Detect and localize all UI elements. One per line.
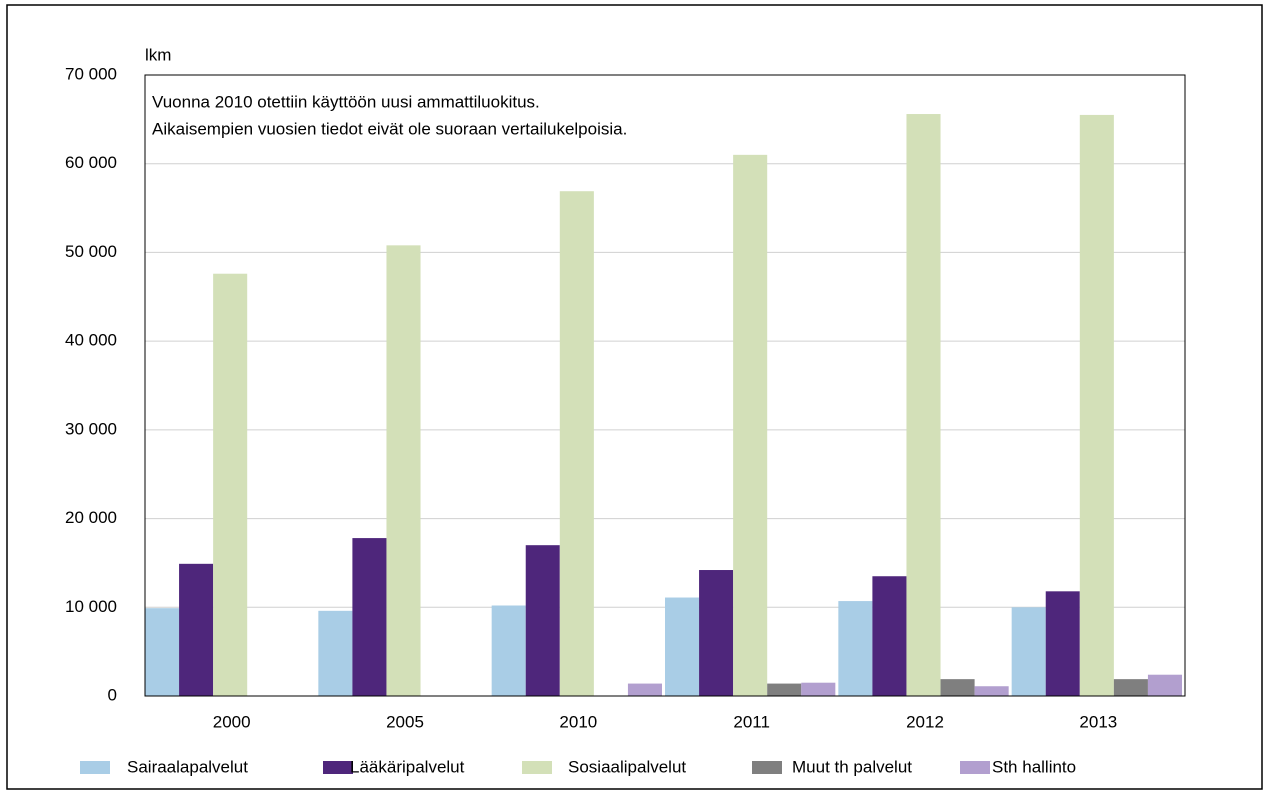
annotation: Vuonna 2010 otettiin käyttöön uusi ammat… [152,92,540,111]
y-tick-label: 50 000 [65,242,117,261]
bar [525,545,560,696]
y-tick-label: 0 [108,685,117,704]
bar [733,154,768,697]
bar [352,538,387,696]
bar [838,601,873,696]
annotation: Aikaisempien vuosien tiedot eivät ole su… [152,119,627,138]
y-tick-label: 10 000 [65,597,117,616]
legend-swatch [752,761,782,774]
bar [318,610,353,696]
legend-label: Sairaalapalvelut [127,757,248,776]
legend-swatch [960,761,990,774]
x-tick-label: 2000 [213,712,251,731]
y-axis-label: lkm [145,45,171,64]
bar [627,683,662,696]
bar [872,576,907,696]
bar [1045,591,1080,696]
plot-frame [144,74,1186,697]
bar [145,608,180,696]
bar [491,605,526,696]
y-tick-label: 30 000 [65,419,117,438]
y-tick-label: 70 000 [65,64,117,83]
legend-label: Sosiaalipalvelut [568,757,686,776]
legend-swatch [522,761,552,774]
legend-label: Sth hallinto [992,757,1076,776]
bar [940,679,975,696]
bar [767,683,802,696]
x-tick-label: 2012 [906,712,944,731]
bar [906,114,941,696]
bar [699,570,734,696]
x-tick-label: 2010 [559,712,597,731]
bar [665,597,700,696]
bar [1011,607,1046,696]
bar [386,245,421,696]
x-tick-label: 2011 [733,712,770,731]
legend-label: Lääkäripalvelut [350,757,465,776]
bar [213,273,248,696]
y-tick-label: 40 000 [65,331,117,350]
legend-swatch [323,761,353,774]
x-tick-label: 2005 [386,712,424,731]
bar [179,563,214,696]
bar [1079,114,1114,696]
legend-label: Muut th palvelut [792,757,912,776]
bar [1113,679,1148,696]
bar [1147,674,1182,696]
x-tick-label: 2013 [1079,712,1117,731]
legend-swatch [80,761,110,774]
bar [559,191,594,697]
y-tick-label: 20 000 [65,508,117,527]
outer-frame [6,4,1263,790]
bar [801,682,836,696]
bar [974,686,1009,696]
y-tick-label: 60 000 [65,153,117,172]
